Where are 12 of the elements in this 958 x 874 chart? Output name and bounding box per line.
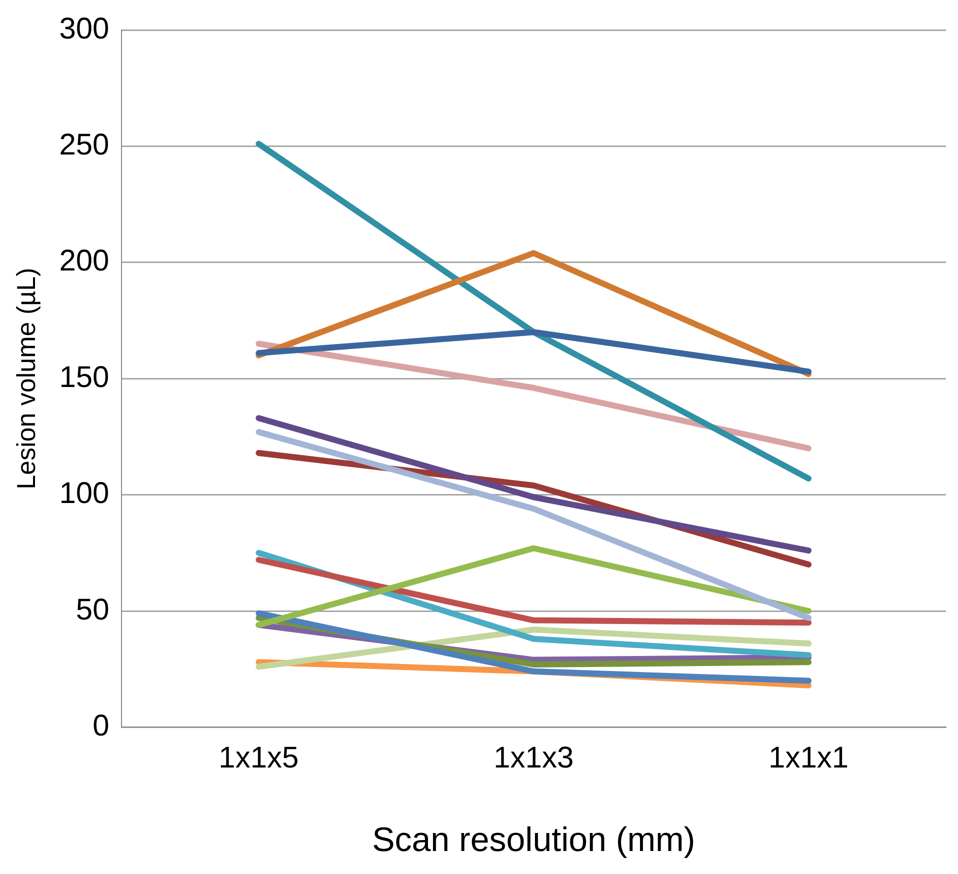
x-tick-label: 1x1x1 [768,741,849,774]
y-tick-label: 250 [59,128,110,162]
y-tick-label: 0 [92,709,110,742]
x-tick-label: 1x1x5 [218,741,299,774]
y-tick-label: 300 [59,12,110,46]
y-tick-label: 50 [76,593,110,626]
y-tick-label: 200 [59,244,110,278]
y-tick-label: 100 [59,477,110,510]
y-axis-title: Lesion volume (µL) [10,268,41,490]
x-axis-title: Scan resolution (mm) [372,820,696,859]
y-tick-label: 150 [59,360,110,394]
x-tick-label: 1x1x3 [494,741,574,774]
